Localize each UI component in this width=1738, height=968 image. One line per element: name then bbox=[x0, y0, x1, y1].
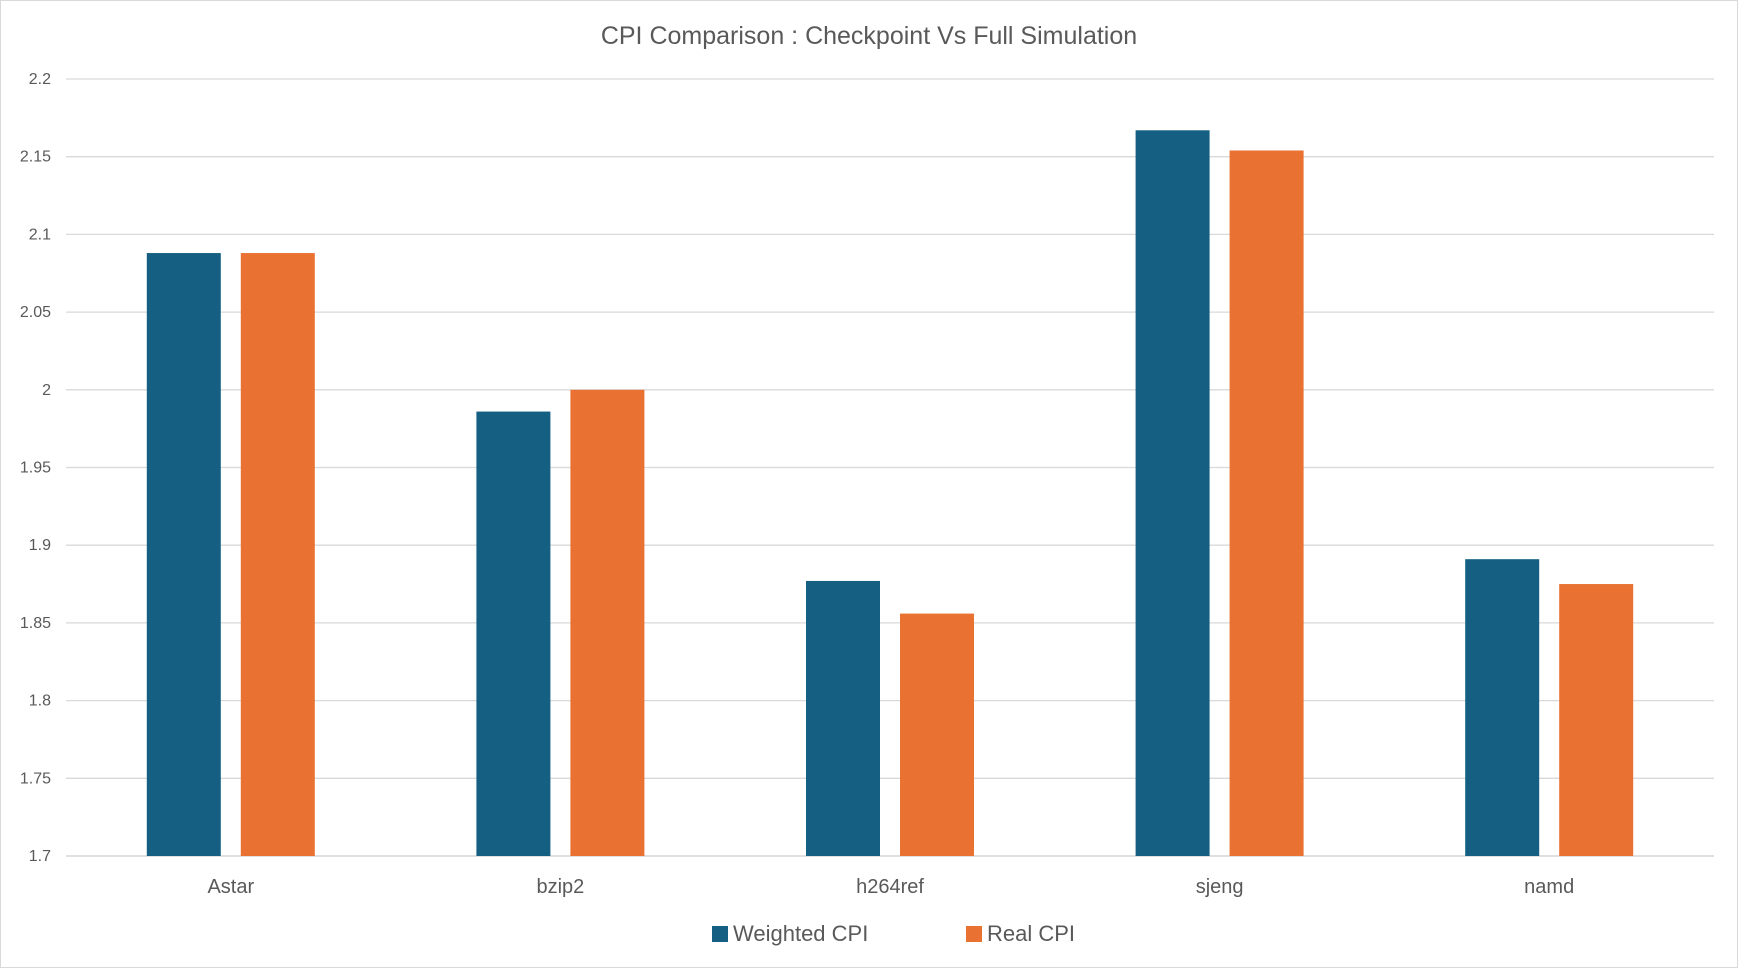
bar-weighted-cpi-namd bbox=[1465, 559, 1540, 856]
y-axis-ticks: 1.7 1.75 1.8 1.85 1.9 1.95 2 2.05 2.1 2.15 2.2 bbox=[20, 71, 51, 865]
y-tick-label: 2.05 bbox=[20, 304, 51, 321]
y-tick-label: 2.2 bbox=[29, 71, 51, 88]
x-category-label: namd bbox=[1524, 876, 1574, 898]
x-category-label: Astar bbox=[207, 876, 254, 898]
bars bbox=[146, 130, 1634, 857]
y-tick-label: 1.85 bbox=[20, 615, 51, 632]
y-tick-label: 1.8 bbox=[29, 693, 51, 710]
bar-weighted-cpi-astar bbox=[146, 253, 221, 857]
y-tick-label: 1.95 bbox=[20, 460, 51, 477]
bar-real-cpi-bzip2 bbox=[570, 389, 645, 856]
y-tick-label: 1.7 bbox=[29, 848, 51, 865]
x-category-label: bzip2 bbox=[536, 876, 584, 898]
y-tick-label: 1.75 bbox=[20, 770, 51, 787]
x-category-label: sjeng bbox=[1196, 876, 1244, 898]
y-tick-label: 2 bbox=[42, 382, 51, 399]
legend-swatch bbox=[966, 926, 982, 942]
y-tick-label: 2.15 bbox=[20, 149, 51, 166]
bar-real-cpi-astar bbox=[240, 253, 315, 857]
bar-real-cpi-h264ref bbox=[900, 613, 974, 856]
bar-weighted-cpi-h264ref bbox=[806, 580, 880, 856]
bar-real-cpi-namd bbox=[1559, 584, 1634, 856]
bar-real-cpi-sjeng bbox=[1229, 150, 1304, 856]
chart-title: CPI Comparison : Checkpoint Vs Full Simu… bbox=[601, 22, 1137, 50]
y-tick-label: 2.1 bbox=[29, 226, 51, 243]
y-tick-label: 1.9 bbox=[29, 537, 51, 554]
gridlines bbox=[66, 78, 1714, 857]
legend: Weighted CPI Real CPI bbox=[712, 921, 1075, 946]
bar-weighted-cpi-sjeng bbox=[1135, 130, 1210, 857]
legend-swatch bbox=[712, 926, 728, 942]
bar-weighted-cpi-bzip2 bbox=[476, 411, 551, 856]
x-category-label: h264ref bbox=[856, 876, 924, 898]
x-axis-categories: Astar bzip2 h264ref sjeng namd bbox=[207, 876, 1574, 898]
legend-label: Real CPI bbox=[987, 921, 1075, 946]
legend-label: Weighted CPI bbox=[733, 921, 868, 946]
